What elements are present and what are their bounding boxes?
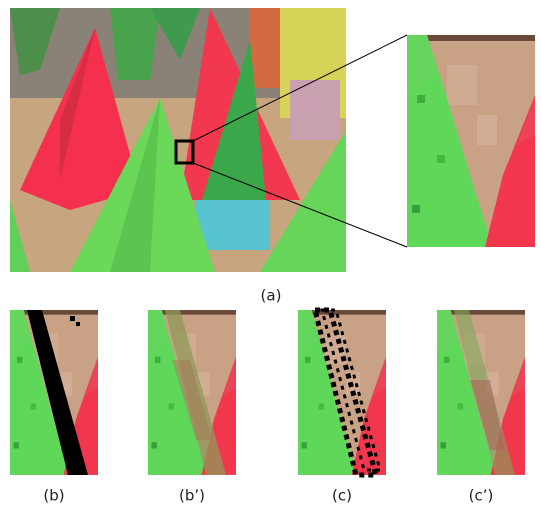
caption: (b’)	[179, 487, 205, 505]
panel	[148, 310, 236, 475]
panel	[10, 310, 98, 475]
caption: (c’)	[469, 487, 494, 505]
panel	[298, 310, 386, 475]
figure: (a) (b) (b’) (c) (c’)	[0, 0, 541, 511]
caption: (b)	[43, 487, 64, 505]
page: (a) (b) (b’) (c) (c’) (() => { const dat…	[0, 0, 541, 511]
caption: (c)	[332, 487, 352, 505]
caption: (a)	[261, 287, 282, 305]
panel	[437, 310, 525, 475]
zoom-panel	[407, 35, 535, 247]
